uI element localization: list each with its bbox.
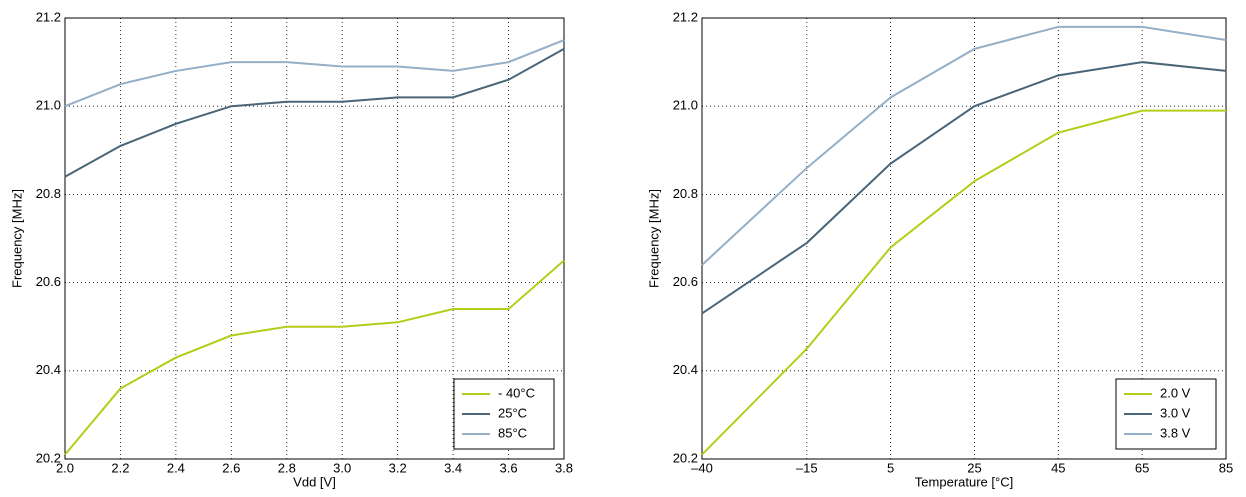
x-tick-label: 2.6: [222, 460, 240, 475]
series-line: [701, 109, 1226, 456]
x-axis-label: Temperature [°C]: [915, 474, 1013, 489]
y-axis-label: Frequency [MHz]: [646, 189, 661, 288]
legend-label: 2.0 V: [1160, 385, 1191, 400]
x-tick-label: 3.0: [333, 460, 351, 475]
x-tick-label: 2.8: [278, 460, 296, 475]
x-tick-label: 2.4: [167, 460, 185, 475]
x-tick-label: 3.4: [444, 460, 462, 475]
legend-label: - 40°C: [498, 385, 535, 400]
x-axis-label: Vdd [V]: [293, 474, 336, 489]
legend-label: 3.0 V: [1160, 405, 1191, 420]
y-tick-label: 20.6: [36, 274, 61, 289]
y-tick-label: 21.0: [673, 98, 698, 113]
x-tick-label: 3.2: [389, 460, 407, 475]
x-tick-label: 3.6: [500, 460, 518, 475]
y-tick-label: 21.0: [36, 98, 61, 113]
y-tick-label: 21.2: [673, 9, 698, 24]
series-line: [64, 39, 565, 108]
series-line: [64, 259, 565, 456]
x-tick-label: 5: [887, 460, 894, 475]
legend-label: 3.8 V: [1160, 425, 1191, 440]
y-tick-label: 20.4: [673, 362, 698, 377]
y-tick-label: 20.4: [36, 362, 61, 377]
y-tick-label: 20.8: [673, 186, 698, 201]
x-tick-label: 3.8: [555, 460, 573, 475]
y-tick-label: 20.6: [673, 274, 698, 289]
y-tick-label: 20.8: [36, 186, 61, 201]
plot-frame: [701, 17, 1227, 460]
y-tick-label: 21.2: [36, 9, 61, 24]
plot-frame: [64, 17, 565, 460]
y-tick-label: 20.2: [36, 450, 61, 465]
x-tick-label: 2.0: [56, 460, 74, 475]
y-axis-label: Frequency [MHz]: [9, 189, 24, 288]
series-line: [701, 61, 1227, 315]
x-tick-label: –15: [796, 460, 818, 475]
y-tick-label: 20.2: [673, 450, 698, 465]
x-tick-label: 85: [1219, 460, 1233, 475]
series-line: [701, 25, 1227, 266]
x-tick-label: 25: [967, 460, 981, 475]
x-tick-label: –40: [691, 460, 713, 475]
series-line: [64, 47, 565, 178]
legend-label: 25°C: [498, 405, 527, 420]
x-tick-label: 65: [1135, 460, 1149, 475]
x-tick-label: 2.2: [111, 460, 129, 475]
x-tick-label: 45: [1051, 460, 1065, 475]
legend-label: 85°C: [498, 425, 527, 440]
